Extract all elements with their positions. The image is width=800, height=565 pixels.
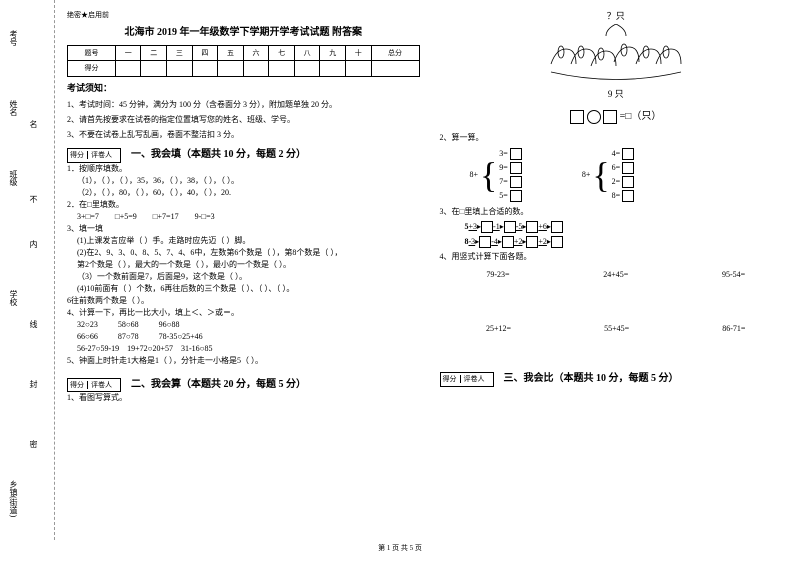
- th-8: 八: [294, 45, 320, 61]
- q4a-row: 79-23=24+45=95-54=: [440, 269, 793, 281]
- td-score: 得分: [68, 61, 116, 77]
- q1b: （2），（ ），80，（ ），60，（ ），40，（ ），20.: [77, 187, 420, 199]
- q3a: (1)上课发言应举（ ）手。走路时应先迈（ ）脚。: [77, 235, 420, 247]
- eq-row-a: 5+3▸-1▸-5▸+6▸: [465, 221, 793, 233]
- binding-no: 不: [28, 195, 39, 203]
- th-5: 五: [218, 45, 244, 61]
- section-2-title: 二、我会算（本题共 20 分，每题 5 分）: [131, 377, 306, 392]
- s2q2: 2、算一算。: [440, 132, 793, 144]
- q3: 3、填一填: [67, 223, 420, 235]
- exam-title: 北海市 2019 年一年级数学下学期开学考试试题 附答案: [67, 25, 420, 40]
- section-3-title: 三、我会比（本题共 10 分，每题 5 分）: [504, 371, 679, 386]
- th-4: 四: [192, 45, 218, 61]
- rabbit-top: ？只: [440, 10, 793, 24]
- page-footer: 第 1 页 共 5 页: [0, 540, 800, 553]
- left-column: 绝密★启用前 北海市 2019 年一年级数学下学期开学考试试题 附答案 题号 一…: [67, 10, 420, 540]
- q1a: （1），（ ），（ ），35，36，（ ），38，（ ），（ ）。: [77, 175, 420, 187]
- q2: 2．在□里填数。: [67, 199, 420, 211]
- binding-class: 班级: [8, 170, 19, 186]
- q2a: 3+□=7 □+5=9 □+7=17 9-□=3: [77, 211, 420, 223]
- equation-shapes: =□（只）: [440, 109, 793, 124]
- binding-school: 学校: [8, 290, 19, 306]
- q3f: 6往前数两个数是（ ）。: [67, 295, 420, 307]
- binding-exam-no: 考号: [8, 30, 19, 46]
- note-2: 2、请首先按要求在试卷的指定位置填写您的姓名、班级、学号。: [67, 114, 420, 126]
- binding-secret: 密: [28, 440, 39, 448]
- binding-name2: 名: [28, 120, 39, 128]
- q3b: (2)在2、9、3、0、8、5、7、4、6中，左数第6个数是（ ），第8个数是（…: [77, 247, 420, 259]
- q4b: 66○66 87○78 78-35○25+46: [77, 331, 420, 343]
- score-table: 题号 一 二 三 四 五 六 七 八 九 十 总分 得分: [67, 45, 420, 77]
- score-box-2: 得分评卷人: [67, 378, 121, 393]
- note-1: 1、考试时间：45 分钟，满分为 100 分（含卷面分 3 分），附加题单独 2…: [67, 99, 420, 111]
- th-6: 六: [243, 45, 269, 61]
- th-1: 一: [115, 45, 141, 61]
- binding-margin: 考号 姓名 名 班级 不 内 学校 线 封 密 乡镇(街道): [0, 0, 55, 540]
- q3c: 第2个数是（ ），最大的一个数是（ ），最小的一个数是（ ）。: [77, 259, 420, 271]
- rabbits-svg: [546, 24, 686, 84]
- q5: 5、钟面上时针走1大格是1（ ），分针走一小格是5（ ）。: [67, 355, 420, 367]
- eq-row-b: 8-3▸-4▸+2▸+2▸: [465, 236, 793, 248]
- score-box-1: 得分评卷人: [67, 148, 121, 163]
- th-10: 十: [345, 45, 371, 61]
- right-column: ？只 9 只 =□（只）: [440, 10, 793, 540]
- confidential-label: 绝密★启用前: [67, 10, 420, 21]
- th-9: 九: [320, 45, 346, 61]
- th-2: 二: [141, 45, 167, 61]
- s2q3: 3、在□里填上合适的数。: [440, 206, 793, 218]
- rabbit-bottom: 9 只: [440, 88, 793, 102]
- q4a: 32○23 58○68 96○88: [77, 319, 420, 331]
- binding-line: 线: [28, 320, 39, 328]
- rabbit-figure: ？只 9 只: [440, 10, 793, 101]
- binding-nei: 内: [28, 240, 39, 248]
- th-num: 题号: [68, 45, 116, 61]
- score-box-3: 得分评卷人: [440, 372, 494, 387]
- q4c: 56-27○59-19 19+72○20+57 31-16○85: [77, 343, 420, 355]
- s2q1: 1、看图写算式。: [67, 392, 420, 404]
- s2q4: 4、用竖式计算下面各题。: [440, 251, 793, 263]
- q4: 4、计算一下，再比一比大小，填上＜、＞或＝。: [67, 307, 420, 319]
- th-7: 七: [269, 45, 295, 61]
- binding-name: 姓名: [8, 100, 19, 116]
- binding-seal: 封: [28, 380, 39, 388]
- q3d: （3）一个数前面是7，后面是9，这个数是（ ）。: [77, 271, 420, 283]
- th-total: 总分: [371, 45, 419, 61]
- brace-left: 8+{ 3= 9= 7= 5=: [470, 148, 522, 202]
- q4b-row: 25+12=55+45=86-71=: [440, 323, 793, 335]
- th-3: 三: [167, 45, 193, 61]
- binding-town: 乡镇(街道): [8, 480, 19, 517]
- q1: 1．按顺序填数。: [67, 163, 420, 175]
- note-3: 3、不要在试卷上乱写乱画，卷面不整洁扣 3 分。: [67, 129, 420, 141]
- q3e: (4)10前面有（ ）个数，6再往后数的三个数是（ ）、（ ）、（ ）。: [77, 283, 420, 295]
- brace-right: 8+{ 4= 6= 2= 8=: [582, 148, 634, 202]
- section-1-title: 一、我会填（本题共 10 分，每题 2 分）: [131, 147, 306, 162]
- notes-heading: 考试须知：: [67, 82, 420, 96]
